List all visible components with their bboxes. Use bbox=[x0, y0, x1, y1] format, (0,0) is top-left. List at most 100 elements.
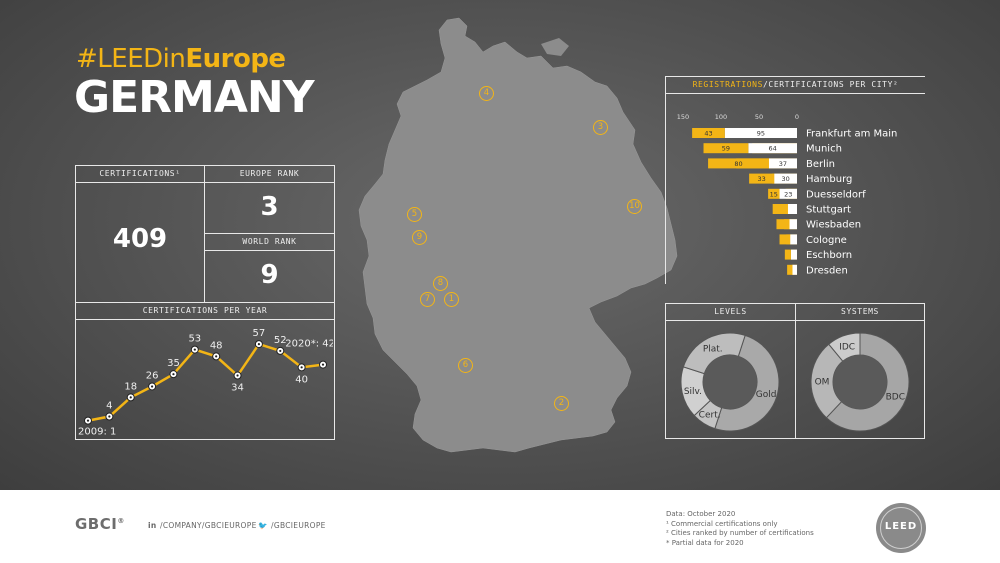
certification-bar bbox=[768, 158, 797, 169]
registration-bar-stacked bbox=[779, 234, 791, 245]
note-date: Data: October 2020 bbox=[666, 510, 736, 518]
world-rank-panel: WORLD RANK 9 bbox=[205, 232, 335, 303]
certification-label: 64 bbox=[769, 145, 777, 153]
donut-slice-label: Gold bbox=[756, 390, 777, 400]
registration-bar-stacked bbox=[708, 158, 769, 169]
registration-bar-stacked bbox=[772, 204, 788, 214]
donut-hole bbox=[833, 355, 887, 409]
certification-bar bbox=[792, 264, 797, 275]
registration-label: 80 bbox=[734, 160, 742, 168]
registration-label: 15 bbox=[770, 190, 778, 198]
city-name-label: Eschborn bbox=[806, 250, 852, 261]
systems-title: SYSTEMS bbox=[796, 304, 924, 321]
certification-bar bbox=[789, 219, 797, 230]
per-year-value-label: 18 bbox=[124, 381, 137, 392]
linkedin-link[interactable]: /COMPANY/GBCIEUROPE bbox=[160, 521, 257, 530]
per-year-point-core bbox=[321, 363, 325, 366]
donut-slice-label: OM bbox=[815, 377, 830, 387]
per-year-point-core bbox=[236, 373, 239, 377]
germany-map: 4 3 5 9 10 8 7 1 6 2 bbox=[355, 12, 695, 482]
donut-slice-label: IDC bbox=[839, 343, 855, 353]
germany-map-shape bbox=[358, 17, 678, 453]
infographic-canvas: #LEEDinEurope GERMANY CERTIFICATIONS¹ 40… bbox=[0, 0, 1000, 490]
per-year-line-chart: 2009: 1 4 18 26 35 53 48 34 57 52 40 2020*: 42 bbox=[78, 328, 333, 438]
per-year-value-label: 48 bbox=[210, 340, 223, 351]
city-name-label: Berlin bbox=[806, 159, 835, 170]
donut-slice-label: BDC bbox=[886, 392, 905, 402]
world-rank-label: WORLD RANK bbox=[205, 234, 334, 251]
city-chart-title: REGISTRATIONS/CERTIFICATIONS PER CITY² bbox=[666, 77, 925, 94]
note-3: * Partial data for 2020 bbox=[666, 538, 744, 547]
city-marker-duesseldorf: 5 bbox=[407, 207, 422, 222]
hashtag-title: #LEEDinEurope bbox=[76, 44, 286, 74]
registration-bar-stacked bbox=[768, 188, 780, 199]
per-year-value-label: 57 bbox=[253, 328, 266, 339]
footnotes: Data: October 2020 ¹ Commercial certific… bbox=[666, 510, 814, 548]
certification-bar bbox=[774, 173, 797, 184]
world-rank-value: 9 bbox=[260, 259, 279, 290]
per-year-value-label: 34 bbox=[231, 382, 244, 393]
certification-label: 95 bbox=[757, 130, 765, 138]
city-name-label: Munich bbox=[806, 144, 842, 155]
city-marker-hamburg: 4 bbox=[479, 86, 494, 101]
city-axis-tick: 50 bbox=[755, 113, 763, 121]
per-year-point-core bbox=[86, 419, 90, 422]
certification-bar bbox=[790, 234, 797, 245]
donut-slice bbox=[682, 332, 746, 375]
registration-label: 43 bbox=[704, 130, 712, 138]
city-axis-tick: 0 bbox=[795, 113, 799, 121]
systems-panel: SYSTEMS BDC OM IDC bbox=[795, 303, 925, 439]
city-marker-berlin: 3 bbox=[593, 120, 608, 135]
city-marker-wiesbaden: 8 bbox=[433, 276, 448, 291]
footer: GBCI® in /COMPANY/GBCIEUROPE 🐦 /GBCIEURO… bbox=[0, 490, 1000, 563]
city-bar-chart: 150 100 50 0 43 95 Frankfurt am Main 59 64 Munich… bbox=[677, 113, 898, 276]
certification-label: 30 bbox=[781, 175, 789, 183]
city-name-label: Duesseldorf bbox=[806, 189, 866, 200]
city-name-label: Dresden bbox=[806, 265, 848, 276]
certification-bar bbox=[787, 204, 797, 214]
certification-bar bbox=[724, 128, 797, 138]
per-year-point-core bbox=[257, 342, 261, 345]
systems-donut-chart: BDC OM IDC bbox=[810, 332, 910, 432]
registration-bar-stacked bbox=[749, 173, 775, 184]
certifications-value: 409 bbox=[112, 224, 168, 254]
twitter-icon[interactable]: 🐦 bbox=[258, 521, 268, 530]
per-year-value-label: 35 bbox=[167, 358, 180, 369]
per-year-title: CERTIFICATIONS PER YEAR bbox=[76, 303, 334, 320]
donut-slice-label: Silv. bbox=[684, 387, 702, 397]
per-year-point-core bbox=[279, 349, 282, 352]
city-axis-tick: 150 bbox=[677, 113, 689, 121]
city-chart-panel: REGISTRATIONS/CERTIFICATIONS PER CITY² 1… bbox=[665, 76, 925, 284]
per-year-value-label: 40 bbox=[295, 374, 308, 385]
per-year-value-label: 4 bbox=[106, 400, 112, 411]
city-name-label: Stuttgart bbox=[806, 205, 851, 216]
city-name-label: Frankfurt am Main bbox=[806, 129, 897, 140]
per-year-point-core bbox=[150, 384, 154, 388]
europe-rank-value: 3 bbox=[260, 192, 279, 222]
note-2: ² Cities ranked by number of certificati… bbox=[666, 529, 814, 537]
city-name-label: Hamburg bbox=[806, 174, 852, 185]
leed-seal: LEED bbox=[876, 503, 926, 553]
per-year-value-label: 26 bbox=[146, 370, 159, 381]
twitter-link[interactable]: /GBCIEUROPE bbox=[271, 521, 326, 530]
per-year-point-core bbox=[300, 365, 303, 368]
certification-bar bbox=[748, 143, 797, 154]
city-marker-dresden: 10 bbox=[627, 199, 642, 214]
city-name-label: Cologne bbox=[806, 235, 847, 246]
country-title: GERMANY bbox=[74, 72, 315, 123]
europe-rank-label: EUROPE RANK bbox=[205, 166, 334, 183]
city-marker-cologne: 9 bbox=[412, 230, 427, 245]
gbci-logo: GBCI® bbox=[75, 515, 125, 533]
linkedin-icon[interactable]: in bbox=[148, 521, 157, 530]
per-year-point-core bbox=[193, 347, 196, 351]
certification-bar bbox=[790, 249, 797, 260]
registration-label: 33 bbox=[758, 175, 766, 183]
certification-bar bbox=[779, 188, 797, 199]
certification-label: 23 bbox=[784, 190, 792, 198]
per-year-value-label: 2020*: 42 bbox=[285, 338, 333, 349]
city-marker-munich: 2 bbox=[554, 396, 569, 411]
certifications-label: CERTIFICATIONS¹ bbox=[76, 166, 204, 183]
certification-label: 37 bbox=[779, 160, 787, 168]
registration-label: 59 bbox=[722, 145, 730, 153]
city-axis-tick: 100 bbox=[715, 113, 727, 121]
